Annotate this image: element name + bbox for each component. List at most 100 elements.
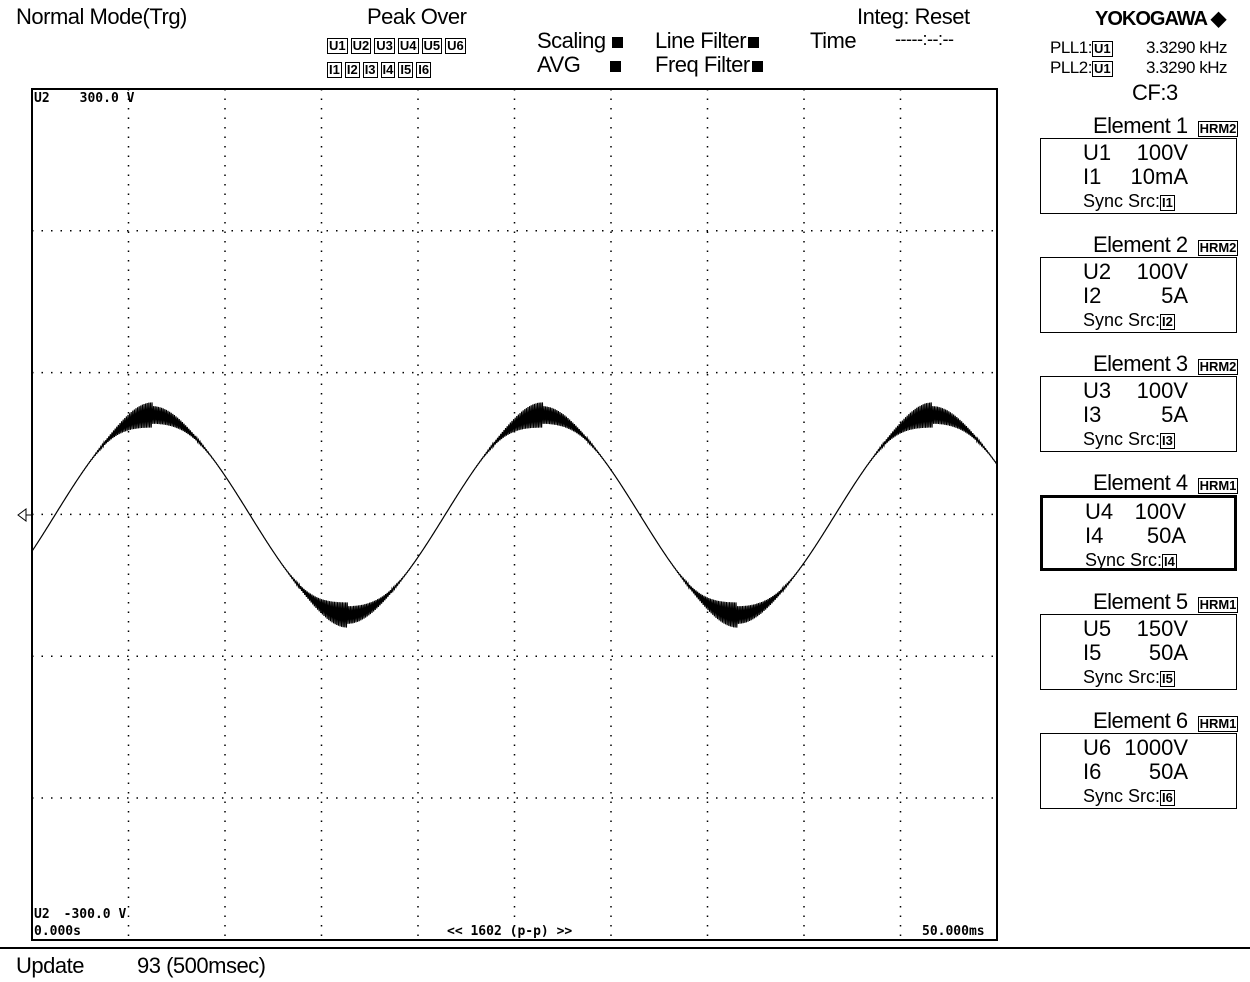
element-range: 5A bbox=[1161, 402, 1188, 427]
sync-label: Sync Src: bbox=[1083, 786, 1161, 806]
element-title: Element 1 HRM2 bbox=[1093, 114, 1241, 138]
mode: Normal Mode(Trg) bbox=[16, 4, 187, 29]
scaling-label: Scaling bbox=[537, 28, 606, 53]
element-ch: U5 bbox=[1083, 616, 1112, 641]
peak-box: U4 bbox=[397, 38, 419, 54]
element-panel: U3 100V I3 5A Sync Src: I3 bbox=[1040, 376, 1237, 452]
pll: PLL1: U1 3.3290 kHz bbox=[1050, 38, 1228, 58]
element-range: 100V bbox=[1134, 499, 1186, 524]
peak-box: U5 bbox=[421, 38, 443, 54]
top-label: U2 300.0 V bbox=[34, 92, 134, 106]
pll: PLL2: U1 3.3290 kHz bbox=[1050, 58, 1228, 78]
element-panel: U5 150V I5 50A Sync Src: I5 bbox=[1040, 614, 1237, 690]
element-panel: U4 100V I4 50A Sync Src: I4 bbox=[1040, 495, 1237, 571]
sync-src: I4 bbox=[1162, 554, 1177, 570]
element-mode: HRM2 bbox=[1197, 359, 1239, 375]
pll-src: U1 bbox=[1091, 61, 1113, 77]
sync-label: Sync Src: bbox=[1085, 550, 1163, 570]
element-name: Element 1 bbox=[1093, 113, 1188, 138]
pll-value: 3.3290 kHz bbox=[1146, 58, 1228, 77]
element-ch: U4 bbox=[1085, 499, 1114, 524]
element-title: Element 5 HRM1 bbox=[1093, 590, 1241, 614]
element-name: Element 2 bbox=[1093, 232, 1188, 257]
element-ch: U3 bbox=[1083, 378, 1112, 403]
sync-label: Sync Src: bbox=[1083, 667, 1161, 687]
element-ch: I3 bbox=[1083, 402, 1102, 427]
peak-box: U3 bbox=[374, 38, 395, 54]
peak-box: I3 bbox=[362, 62, 378, 78]
element-range: 50A bbox=[1148, 640, 1188, 665]
ground-marker bbox=[17, 508, 32, 522]
element-panel: U1 100V I1 10mA Sync Src: I1 bbox=[1040, 138, 1237, 214]
element-range: 150V bbox=[1136, 616, 1188, 641]
element-range: 50A bbox=[1146, 523, 1186, 548]
element-name: Element 5 bbox=[1093, 589, 1188, 614]
t-start: 0.000s bbox=[34, 924, 81, 939]
element-mode: HRM1 bbox=[1197, 597, 1239, 613]
element-name: Element 6 bbox=[1093, 708, 1188, 733]
peak-box: U6 bbox=[445, 38, 466, 54]
peak-box: I4 bbox=[380, 62, 396, 78]
peak-u: U1 U2 U3 U4 U5 U6 bbox=[327, 31, 469, 55]
element-sync: Sync Src: I4 bbox=[1085, 548, 1180, 572]
peak-box: U1 bbox=[327, 38, 348, 54]
element-ch: U1 bbox=[1083, 140, 1112, 165]
top-ch: U2 bbox=[34, 91, 50, 106]
avg: AVG bbox=[537, 52, 622, 77]
update: Update bbox=[16, 953, 84, 978]
pll-src: U1 bbox=[1091, 41, 1113, 57]
sync-src: I6 bbox=[1160, 790, 1175, 806]
peak-box: I6 bbox=[416, 62, 432, 78]
integ-time: -----:--:-- bbox=[895, 29, 954, 49]
element-panel: U2 100V I2 5A Sync Src: I2 bbox=[1040, 257, 1237, 333]
element-ch: I6 bbox=[1083, 759, 1102, 784]
element-name: Element 4 bbox=[1093, 470, 1188, 495]
element-sync: Sync Src: I6 bbox=[1083, 784, 1178, 808]
update-count: 93 (500msec) bbox=[137, 953, 266, 978]
element-range: 50A bbox=[1148, 759, 1188, 784]
center: << 1602 (p-p) >> bbox=[447, 924, 573, 939]
sync-label: Sync Src: bbox=[1083, 310, 1161, 330]
element-title: Element 6 HRM1 bbox=[1093, 709, 1241, 733]
element-range: 100V bbox=[1136, 140, 1188, 165]
element-ch: I4 bbox=[1085, 523, 1104, 548]
element-sync: Sync Src: I2 bbox=[1083, 308, 1178, 332]
bottom-value: -300.0 V bbox=[63, 907, 127, 922]
sync-src: I1 bbox=[1160, 195, 1175, 211]
avg-label: AVG bbox=[537, 52, 581, 77]
element-mode: HRM1 bbox=[1197, 478, 1239, 494]
t-end: 50.000ms bbox=[922, 924, 985, 939]
scaling: Scaling bbox=[537, 29, 623, 53]
pll-label: PLL1: bbox=[1050, 38, 1092, 57]
element-title: Element 3 HRM2 bbox=[1093, 352, 1241, 376]
element-range: 100V bbox=[1136, 259, 1188, 284]
element-ch: I1 bbox=[1083, 164, 1102, 189]
element-mode: HRM1 bbox=[1197, 716, 1239, 732]
element-title: Element 4 HRM1 bbox=[1093, 471, 1241, 495]
element-mode: HRM2 bbox=[1197, 121, 1239, 137]
freq-filter-label: Freq Filter bbox=[655, 52, 750, 77]
cf: CF:3 bbox=[1132, 80, 1178, 105]
element-sync: Sync Src: I1 bbox=[1083, 189, 1178, 213]
peak-i: I1 I2 I3 I4 I5 I6 bbox=[327, 55, 434, 79]
element-sync: Sync Src: I3 bbox=[1083, 427, 1178, 451]
element-mode: HRM2 bbox=[1197, 240, 1239, 256]
element-sync: Sync Src: I5 bbox=[1083, 665, 1178, 689]
peak-box: I2 bbox=[344, 62, 360, 78]
top-value: 300.0 V bbox=[79, 91, 135, 106]
element-panel: U6 1000V I6 50A Sync Src: I6 bbox=[1040, 733, 1237, 809]
element-ch: U6 bbox=[1083, 735, 1112, 760]
sync-label: Sync Src: bbox=[1083, 429, 1161, 449]
integ: Integ: Reset bbox=[857, 4, 970, 29]
element-range: 10mA bbox=[1130, 164, 1188, 189]
sync-label: Sync Src: bbox=[1083, 191, 1161, 211]
sync-src: I2 bbox=[1160, 314, 1175, 330]
element-ch: I5 bbox=[1083, 640, 1102, 665]
element-range: 1000V bbox=[1124, 735, 1188, 760]
element-range: 100V bbox=[1136, 378, 1188, 403]
line-filter-label: Line Filter bbox=[655, 28, 747, 53]
freq-filter: Freq Filter bbox=[655, 53, 763, 77]
pll-value: 3.3290 kHz bbox=[1146, 38, 1228, 57]
